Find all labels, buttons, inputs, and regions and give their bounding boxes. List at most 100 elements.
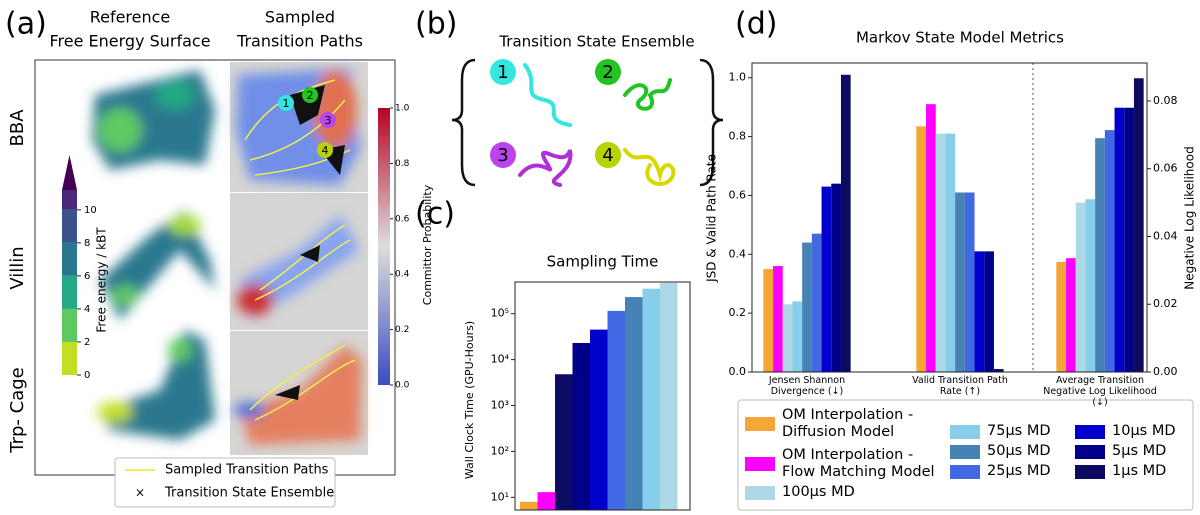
panel-label: (a) [5,7,47,42]
y-axis-label: Wall Clock Time (GPU-Hours) [463,321,476,479]
y-tick-label: 10² [491,444,509,457]
bar [1056,261,1067,372]
bar [782,304,793,372]
bar [802,242,812,372]
colorbar-tick-label: 0.8 [395,159,410,169]
colorbar-tick-label: 0.6 [395,214,410,224]
bar [763,269,774,372]
row-label: Trp- Cage [7,367,28,454]
state-marker [490,59,516,85]
colorbar-band [62,190,77,210]
bar [974,251,985,372]
legend-swatch [950,465,980,479]
colorbar-band [62,275,77,309]
chart-title: Markov State Model Metrics [856,29,1064,47]
y2-axis-label: Negative Log Likelihood [1183,146,1197,289]
bar [520,501,538,510]
bar [792,301,803,372]
structures [518,63,676,187]
column-title: Sampled [265,8,335,27]
colorbar-tick-label: 8 [84,238,90,249]
y-tick-label: 0.4 [729,247,747,260]
bar [964,192,975,372]
bar [660,282,678,510]
row-label: BBA [7,109,28,147]
state-marker [490,142,516,168]
legend-swatch: × [135,486,145,500]
legend-box [114,457,336,508]
colorbar-tick-label: 1.0 [395,104,410,114]
bar [840,74,851,373]
bar [607,310,625,510]
colorbar-tick-label: 0 [84,370,90,381]
legend-label: OM Interpolation - Diffusion Model [782,407,914,440]
y-axis-label: JSD & Valid Path Rate [705,154,719,283]
bar [926,104,936,372]
bar [821,186,832,372]
legend-label: 10µs MD [1112,423,1176,439]
legend-label: 5µs MD [1112,443,1167,459]
legend-label: 100µs MD [782,484,855,500]
brace [451,58,476,187]
state-marker [595,142,621,168]
state-number: 2 [602,62,613,83]
state-number: 4 [322,144,329,157]
bar [1124,107,1134,372]
state-number: 3 [497,145,508,166]
bar [811,233,822,372]
bar [773,266,783,372]
colorbar-tick-label: 6 [84,271,90,282]
legend-swatch [745,417,775,431]
column-title: Reference [90,8,171,27]
bar [1114,107,1125,372]
y2-tick-label: 0.04 [1153,229,1178,242]
colorbar-label: Committor Probability [421,184,434,305]
state-number: 2 [307,89,314,102]
column-title: Transition Paths [236,32,363,51]
y-tick-label: 10³ [491,399,509,412]
legend-swatch [745,457,775,471]
y-tick-label: 10¹ [491,490,509,503]
colorbar-band [62,308,77,342]
colorbar-extend [62,155,77,190]
colorbar-tick-label: 10 [84,205,97,216]
bar [945,133,956,372]
legend-label: Transition State Ensemble [164,486,334,501]
legend-label: 75µs MD [987,423,1051,439]
row-label: Villin [7,246,28,289]
legend-swatch [1075,425,1105,439]
x-tick-label: Valid Transition Path Rate (↑) [912,375,1008,397]
brace [699,58,724,187]
bar [955,192,965,372]
colorbar-band [62,209,77,243]
legend-swatch [1075,465,1105,479]
bar [935,133,946,372]
state-marker [302,87,318,103]
state-marker [595,59,621,85]
y2-tick-label: 0.06 [1153,162,1178,175]
state-number: 1 [497,62,508,83]
bar [1075,202,1086,372]
y-tick-label: 10⁴ [491,353,510,366]
bar [625,297,643,510]
bar [1133,78,1144,373]
colorbar [378,108,390,385]
legend-label: 1µs MD [1112,463,1167,479]
bar [1104,130,1115,372]
x-tick-label: Jensen Shannon Divergence (↓) [768,375,846,397]
colorbar-band [62,341,77,375]
panel-label: (d) [735,7,777,42]
colorbar-tick-label: 2 [84,337,90,348]
legend-swatch [950,425,980,439]
bar [984,251,994,372]
y2-tick-label: 0.08 [1153,94,1178,107]
fes-images [92,70,215,440]
legend-label: OM Interpolation - Flow Matching Model [782,447,935,480]
colorbar-label: Free energy / kBT [95,227,109,333]
colorbar-tick-label: 4 [84,304,90,315]
legend-swatch [950,445,980,459]
y-tick-label: 0.6 [729,188,747,201]
bar [590,329,608,510]
